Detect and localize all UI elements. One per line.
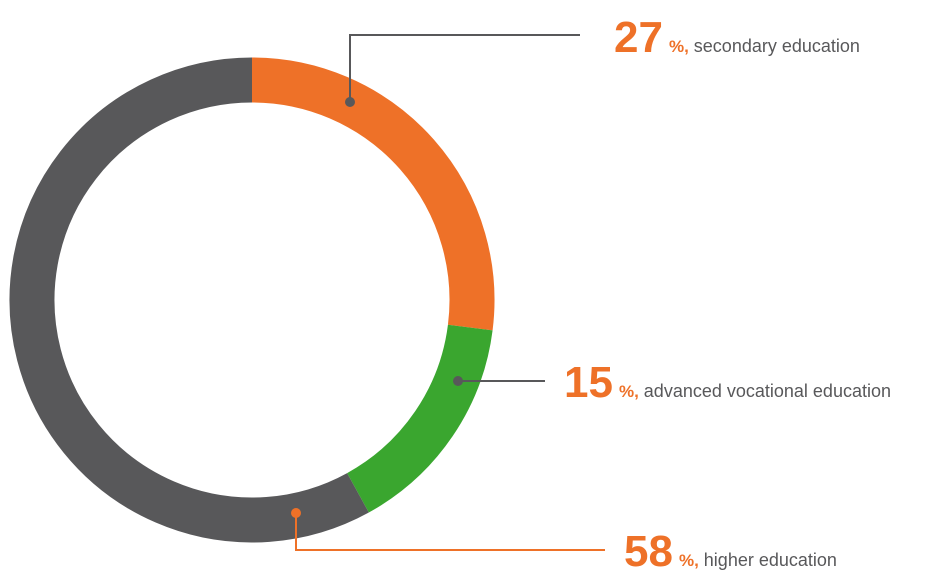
unit-label: %, [669, 37, 689, 56]
data-label: 15%, advanced vocational education [564, 358, 891, 407]
category-label: advanced vocational education [644, 381, 891, 401]
category-label: higher education [704, 550, 837, 570]
leader-dot [453, 376, 463, 386]
leader-dot [291, 508, 301, 518]
leader-line [349, 34, 580, 102]
leader-line [295, 513, 605, 551]
data-label: 58%, higher education [624, 527, 837, 570]
unit-label: %, [679, 551, 699, 570]
leader-dot [345, 97, 355, 107]
category-label: secondary education [694, 36, 860, 56]
value-label: 27 [614, 13, 663, 62]
value-label: 58 [624, 527, 673, 570]
unit-label: %, [619, 382, 639, 401]
donut-segment [251, 57, 495, 331]
donut-segment [346, 324, 493, 513]
value-label: 15 [564, 358, 613, 407]
donut-segment [9, 57, 369, 543]
data-label: 27%, secondary education [614, 13, 860, 62]
